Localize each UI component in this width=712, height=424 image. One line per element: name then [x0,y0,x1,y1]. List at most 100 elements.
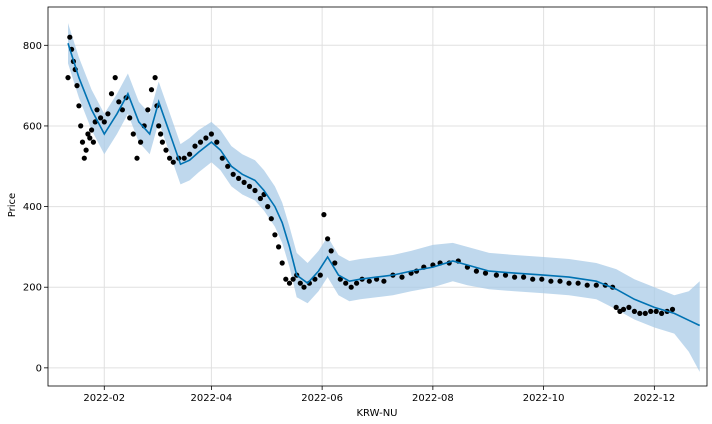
y-tick-label: 200 [23,283,42,294]
x-tick-label: 2022-02 [83,393,125,404]
observed-point [170,159,176,165]
y-tick-label: 400 [23,202,42,213]
observed-point [101,119,107,125]
observed-point [366,278,372,284]
observed-point [626,304,632,310]
observed-point [241,179,247,185]
observed-point [246,183,253,189]
observed-point [108,91,115,97]
observed-point [637,310,643,316]
observed-point [197,139,204,145]
observed-point [312,276,318,282]
observed-point [85,131,91,137]
observed-point [502,272,509,278]
x-tick-label: 2022-08 [412,393,454,404]
observed-point [90,139,96,145]
observed-point [381,278,387,284]
x-axis-label: KRW-NU [357,408,398,419]
observed-point [659,310,665,316]
observed-point [112,75,118,81]
observed-point [620,306,627,312]
observed-point [276,244,282,250]
observed-point [631,308,638,314]
observed-point [279,260,285,266]
plot-frame [47,6,708,387]
observed-point [74,83,80,89]
observed-point [521,274,527,280]
observed-point [317,272,323,278]
observed-point [252,187,258,194]
observed-point [268,216,274,222]
observed-point [148,87,155,93]
observed-point [653,308,659,314]
observed-point [208,131,214,137]
y-tick-label: 600 [23,121,42,132]
observed-point [337,276,343,282]
observed-point [283,276,289,282]
observed-point [290,276,296,282]
observed-point [343,280,349,286]
y-axis-label: Price [7,193,18,217]
uncertainty-band [68,23,700,372]
observed-point [116,99,122,105]
observed-point [105,111,111,117]
observed-point [236,175,242,181]
observed-point [399,274,405,280]
forecast-line [67,43,701,327]
observed-point [89,127,95,133]
observed-point [642,310,648,316]
observed-point [98,115,104,121]
observed-point [354,280,360,286]
observed-point [548,278,554,284]
observed-point [473,268,479,274]
observed-point [328,248,334,254]
observed-point [145,107,151,113]
observed-point [584,282,590,288]
observed-point [65,75,71,81]
observed-point [539,276,545,282]
observed-point [575,280,581,286]
observed-point [332,260,338,266]
observed-point [181,155,187,161]
observed-point [67,34,73,40]
grid [48,7,707,386]
observed-point [225,163,231,169]
forecast-line-layer [67,43,701,327]
observed-point [87,135,93,141]
observed-point [159,139,165,145]
observed-point [79,139,86,145]
axes: 0 200 400 600 800 2022-02 2022-04 2022-06 2022-0… [23,6,708,404]
observed-point [214,139,220,145]
observed-point [557,278,563,284]
observed-point [566,280,572,286]
x-tick-label: 2022-10 [523,393,565,404]
observed-point [286,280,293,286]
observed-point [156,123,162,129]
observed-point [127,115,133,121]
observed-point [493,272,499,278]
observed-point [265,204,271,210]
observed-point [83,147,89,153]
observed-point [348,284,354,290]
observed-point [158,131,164,137]
observed-point [257,195,263,202]
observed-point [76,103,82,109]
y-tick-label: 0 [36,363,42,374]
observed-point [230,171,236,177]
x-tick-label: 2022-12 [633,393,675,404]
observed-point [301,284,307,290]
observed-point [134,155,140,161]
observed-point [511,274,518,280]
observed-point [648,308,654,314]
observed-point [325,236,331,242]
observed-point [78,123,84,129]
x-tick-label: 2022-06 [301,393,343,404]
observed-point [297,280,303,286]
observed-point [192,143,198,149]
observed-point [94,107,100,113]
observed-point [272,232,278,238]
uncertainty-band-layer [68,23,700,372]
observed-point [219,155,225,161]
